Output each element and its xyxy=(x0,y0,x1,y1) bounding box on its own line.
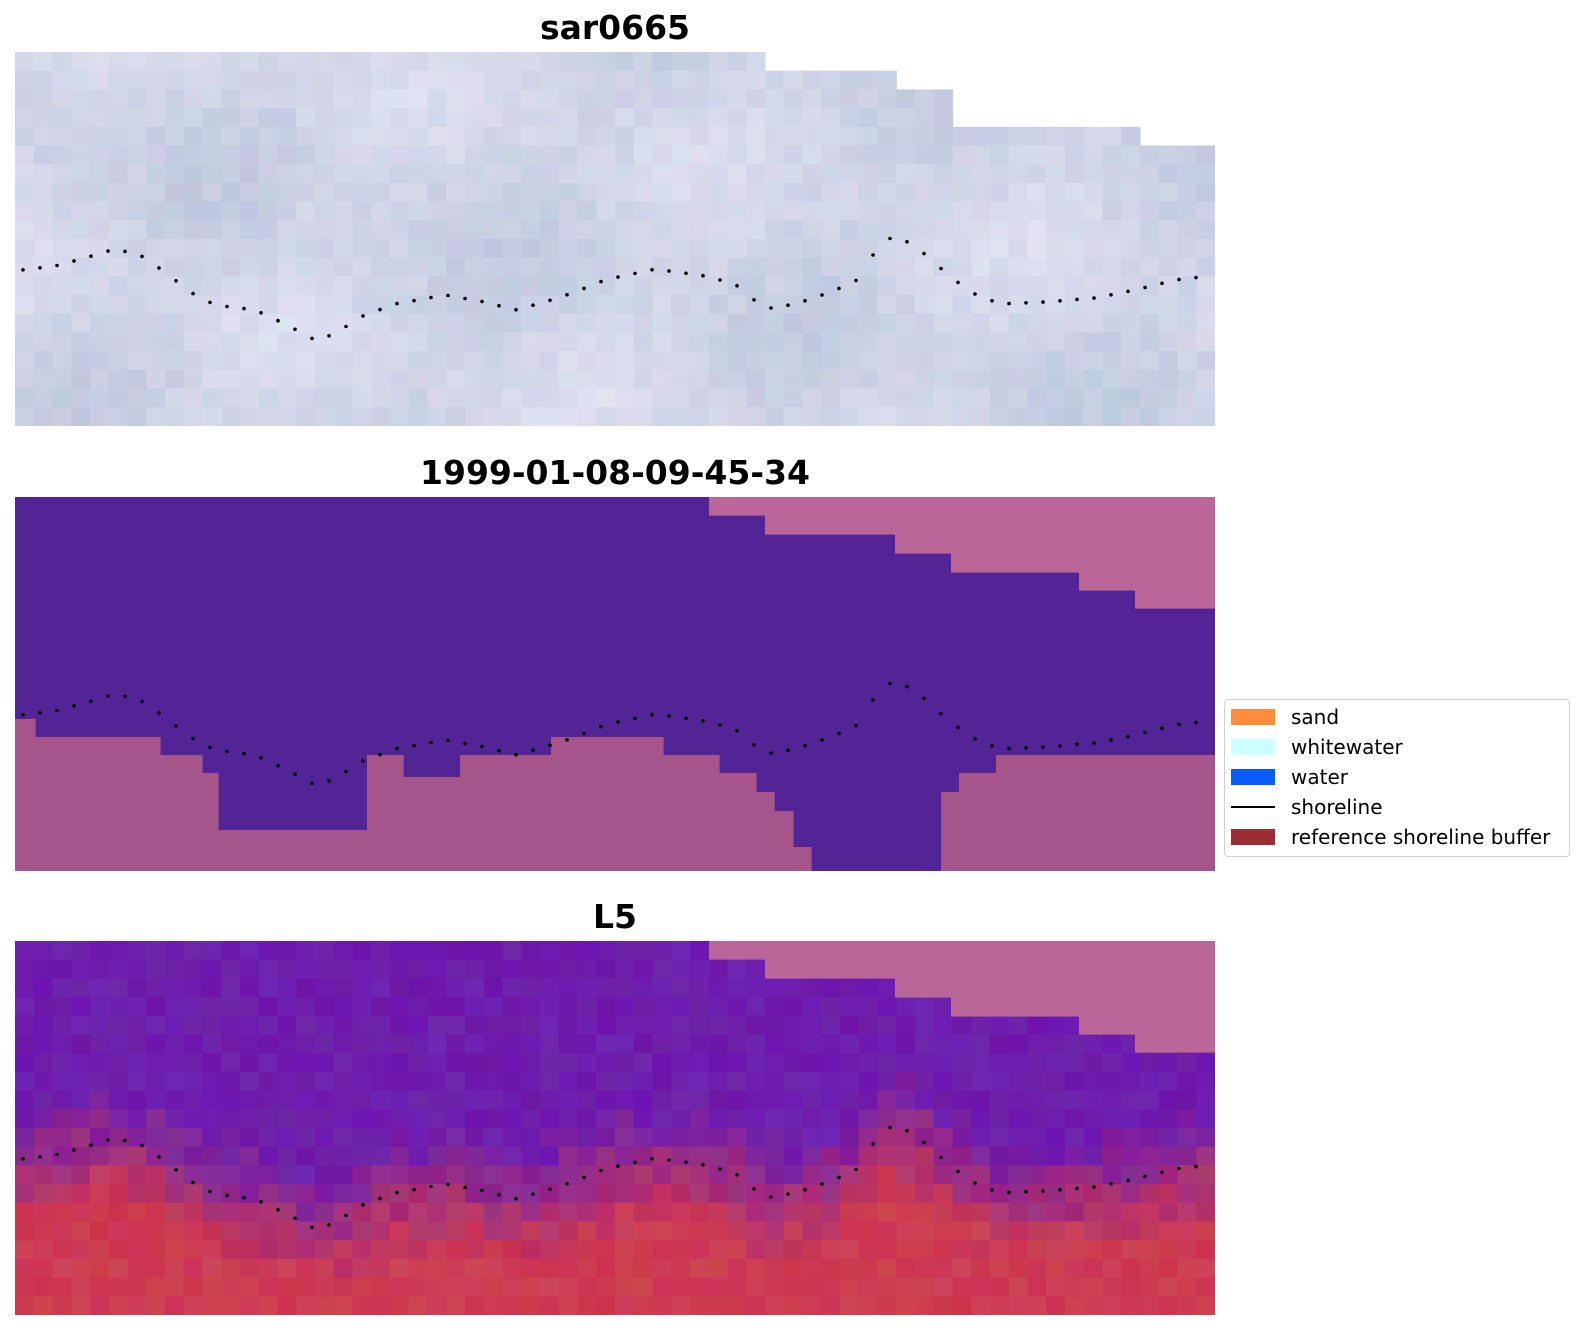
land-class-region xyxy=(403,777,461,871)
legend-label-whitewater: whitewater xyxy=(1291,735,1403,759)
shoreline-dots xyxy=(21,1125,1198,1230)
legend-swatch-sand xyxy=(1231,709,1275,725)
land-class-region xyxy=(202,773,219,871)
land-class-region xyxy=(793,847,812,871)
land-class-region xyxy=(218,830,368,871)
land-class-region xyxy=(589,737,664,871)
legend-item-reference-buffer: reference shoreline buffer xyxy=(1231,822,1567,852)
land-class-region xyxy=(996,755,1146,871)
legend-swatch-whitewater xyxy=(1231,739,1275,755)
legend-label-sand: sand xyxy=(1291,705,1340,729)
legend-item-sand: sand xyxy=(1231,702,1567,732)
land-class-region xyxy=(774,811,794,871)
legend-item-whitewater: whitewater xyxy=(1231,732,1567,762)
reference-buffer-region xyxy=(1135,941,1215,1053)
legend-item-shoreline: shoreline xyxy=(1231,792,1567,822)
reference-buffer-region xyxy=(765,497,896,535)
legend-label-shoreline: shoreline xyxy=(1291,795,1383,819)
reference-buffer-region xyxy=(765,941,896,979)
land-class-region xyxy=(719,773,757,871)
reference-buffer-region xyxy=(951,497,1080,573)
rgb-image-panel xyxy=(15,52,1215,426)
panel-title-3: L5 xyxy=(593,897,637,936)
index-image-panel xyxy=(15,941,1215,1315)
reference-buffer-region xyxy=(709,497,766,516)
land-class-region xyxy=(959,773,997,871)
panel-title-1: sar0665 xyxy=(539,8,691,47)
legend-item-water: water xyxy=(1231,762,1567,792)
classification-panel xyxy=(15,497,1215,871)
legend-swatch-water xyxy=(1231,769,1275,785)
land-class-region xyxy=(35,737,161,871)
land-class-region xyxy=(15,719,36,871)
land-class-region xyxy=(756,792,775,871)
land-class-region xyxy=(367,755,404,871)
reference-buffer-region xyxy=(895,497,952,554)
legend-label-reference-buffer: reference shoreline buffer xyxy=(1291,825,1551,849)
land-class-region xyxy=(663,755,720,871)
reference-buffer-region xyxy=(951,941,1080,1017)
reference-buffer-region xyxy=(1079,941,1136,1035)
land-class-region xyxy=(941,792,960,871)
land-class-region xyxy=(160,755,203,871)
land-class-region xyxy=(551,737,590,871)
shoreline-dots xyxy=(21,681,1198,786)
legend: sand whitewater water shoreline referenc… xyxy=(1224,699,1570,857)
reference-buffer-region xyxy=(1135,497,1215,609)
land-class-region xyxy=(1145,755,1215,871)
legend-label-water: water xyxy=(1291,765,1348,789)
reference-buffer-region xyxy=(895,941,952,998)
land-class-region xyxy=(460,755,552,871)
reference-buffer-region xyxy=(1079,497,1136,591)
panel-title-2: 1999-01-08-09-45-34 xyxy=(420,453,810,492)
legend-line-shoreline xyxy=(1231,806,1275,808)
reference-buffer-region xyxy=(709,941,766,960)
shoreline-dots xyxy=(21,236,1198,341)
legend-swatch-reference-buffer xyxy=(1231,829,1275,845)
